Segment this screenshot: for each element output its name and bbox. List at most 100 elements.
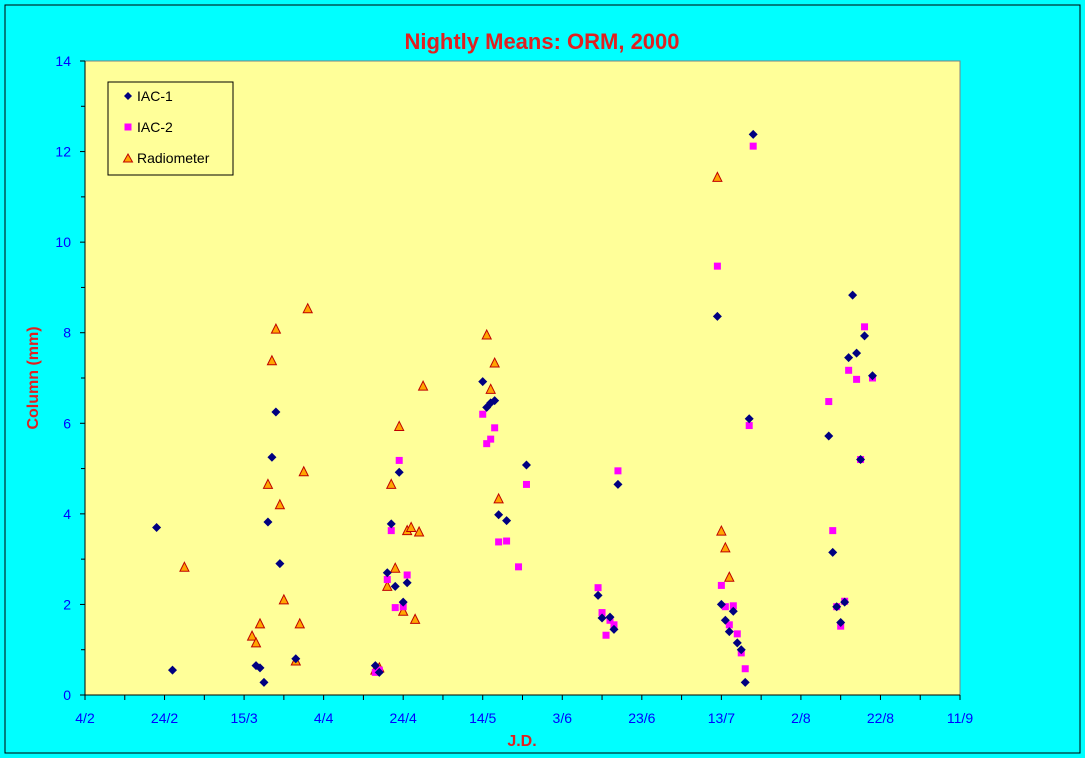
radiometer-point [393,420,405,431]
radiometer-point [724,571,735,582]
radiometer-point [254,617,266,629]
radiometer-point [298,465,310,477]
y-tick-label: 10 [55,234,71,250]
axes: 4/2 24/2 15/3 4/4 24/4 14/5 3/6 23/6 13/7 2/8 22/8… [55,53,973,726]
iac2-point [825,398,833,406]
iac1-point [398,597,408,607]
x-tick-label: 14/5 [469,710,496,726]
iac1-point [613,479,623,489]
y-tick-label: 0 [63,687,71,703]
radiometer-point [266,354,278,366]
iac1-point [386,519,396,529]
x-tick-label: 15/3 [230,710,257,726]
iac1-point [844,353,854,363]
x-tick-label: 11/9 [947,710,973,726]
y-tick-label: 4 [63,506,71,522]
iac1-point [382,568,392,578]
radiometer-point [716,524,727,536]
iac1-point [267,452,277,462]
radiometer-point [385,478,397,489]
legend-label-radiometer: Radiometer [137,150,210,166]
radiometer-point [381,580,393,591]
iac1-point [494,510,504,520]
iac1-point [836,618,846,628]
x-tick-label: 4/2 [75,710,95,726]
iac1-point [502,516,512,526]
iac1-point [609,624,619,634]
iac2-point [614,467,622,475]
iac1-point [394,467,404,477]
x-tick-label: 23/6 [628,710,655,726]
radiometer-point [250,636,262,648]
iac2-point [383,576,391,584]
iac2-point [522,480,530,488]
iac2-point [598,609,606,617]
iac1-point [736,645,746,655]
iac1-point [152,522,162,532]
iac1-point [824,431,834,441]
iac1-point [852,348,862,358]
radiometer-point [493,492,504,504]
iac1-point [712,311,722,321]
iac2-point [721,603,729,611]
iac1-point [716,599,726,609]
iac2-point [610,621,618,629]
y-tick-label: 12 [55,144,71,160]
series-iac-1 [152,129,877,687]
iac2-point [745,422,753,430]
y-tick-label: 6 [63,415,71,431]
iac2-point [387,527,395,535]
iac2-point [487,435,495,443]
radiometer-point [262,478,274,489]
iac2-point [829,527,837,535]
x-tick-label: 22/8 [867,710,894,726]
x-tick-label: 3/6 [553,710,573,726]
x-tick-label: 4/4 [314,710,334,726]
x-tick-label: 2/8 [791,710,811,726]
iac1-point [478,377,488,387]
iac2-point [495,538,503,546]
legend-marker-iac2 [124,123,132,131]
radiometer-point [720,541,731,553]
iac1-point [370,661,380,671]
radiometer-point [270,322,282,334]
iac2-point [717,581,725,589]
iac1-point [390,581,400,591]
chart-title: Nightly Means: ORM, 2000 [404,29,679,54]
legend-marker-radiometer [122,152,134,163]
y-tick-label: 8 [63,325,71,341]
y-tick-label: 2 [63,596,71,612]
iac1-point [593,590,603,600]
iac1-point [490,396,500,406]
iac1-point [605,612,615,622]
iac2-point [741,665,749,673]
iac1-point [374,667,384,677]
iac2-point [403,571,411,579]
x-tick-label: 24/4 [390,710,417,726]
iac2-point [503,537,511,545]
iac2-point [845,366,853,374]
radiometer-point [413,525,425,537]
iac1-point [856,455,866,465]
iac2-point [749,142,757,150]
radiometer-point [278,593,290,605]
iac1-point [748,129,758,139]
radiometer-point [179,561,190,572]
radiometer-point [489,356,500,368]
iac1-point [168,665,177,675]
y-axis-title: Column (mm) [25,326,42,429]
iac1-point [291,654,301,664]
iac2-point [733,630,741,638]
x-axis-title: J.D. [507,733,536,750]
radiometer-point [405,521,417,532]
iac2-point [391,604,399,612]
iac1-point [832,602,842,612]
y-tick-label: 14 [55,53,71,69]
iac1-point [255,663,265,673]
iac2-point [399,603,407,611]
radiometer-point [481,328,493,340]
radiometer-point [712,171,723,182]
radiometer-point [397,605,409,616]
